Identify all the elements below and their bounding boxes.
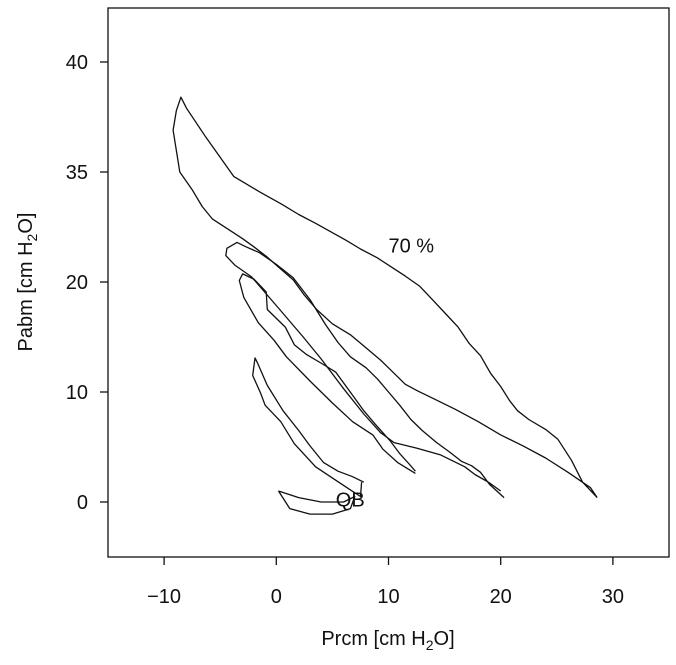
annotations: 70 % QB [336, 236, 435, 512]
x-axis: −10 0 10 20 30 [147, 557, 624, 608]
loop-5 [172, 96, 598, 499]
y-tick-label: 40 [66, 52, 88, 74]
loop-3 [238, 273, 416, 474]
x-tick-label: 0 [271, 586, 282, 608]
y-axis-title: Pabm [cm H2O] [15, 213, 40, 352]
y-tick-label: 0 [77, 492, 88, 514]
x-tick-label: 20 [490, 586, 512, 608]
y-tick-label: 20 [66, 272, 88, 294]
loop-1 [277, 490, 356, 515]
annotation-label: 70 % [389, 236, 435, 258]
y-tick-label: 10 [66, 382, 88, 404]
loop-series [172, 96, 598, 515]
y-axis: 0 10 20 35 40 [66, 52, 108, 514]
loop-4 [225, 241, 505, 499]
loop-2 [252, 357, 365, 498]
plot-frame [107, 7, 670, 558]
y-tick-label: 35 [66, 162, 88, 184]
annotation-label: QB [336, 489, 365, 511]
x-axis-title: Prcm [cm H2O] [321, 628, 454, 653]
x-tick-label: 30 [602, 586, 624, 608]
x-tick-label: −10 [147, 586, 181, 608]
x-tick-label: 10 [377, 586, 399, 608]
